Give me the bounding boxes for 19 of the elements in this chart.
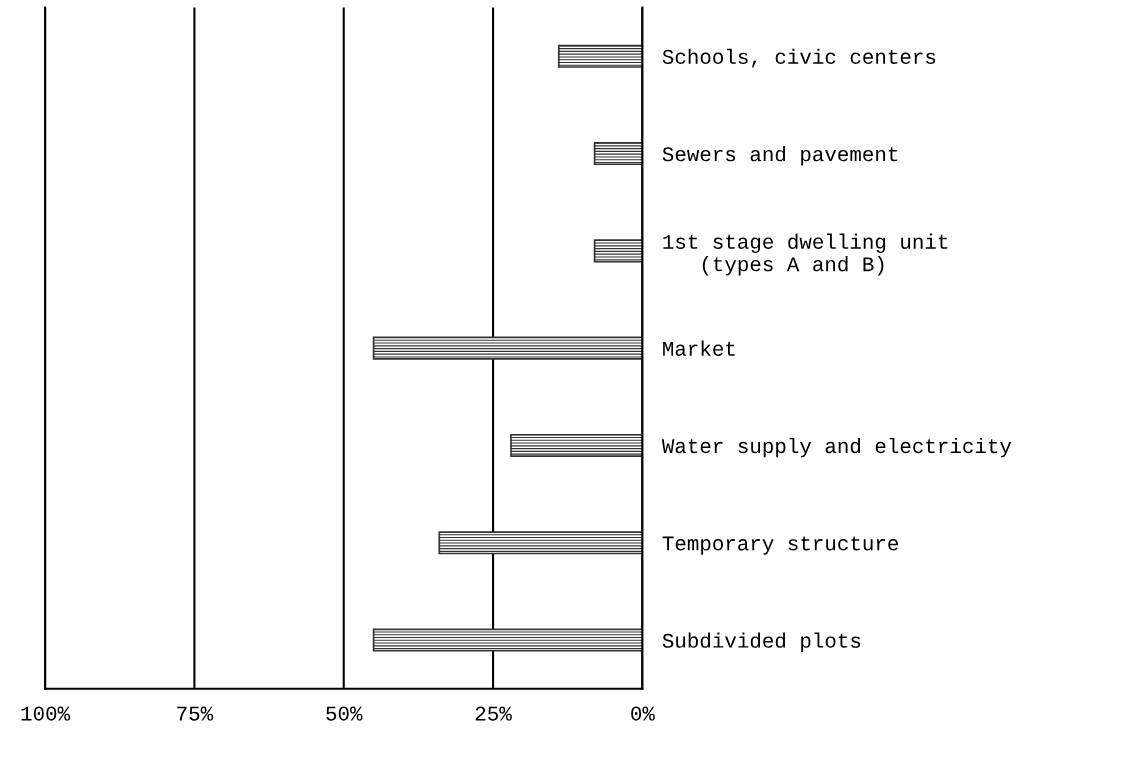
bar: [438, 531, 643, 555]
y-tick-label: Water supply and electricity: [661, 437, 1012, 458]
x-tick-label: 50%: [326, 706, 363, 721]
bar: [557, 44, 643, 68]
bar: [372, 336, 643, 360]
bar: [510, 433, 643, 457]
x-tick-label: 100%: [21, 706, 71, 721]
y-tick-label: Sewers and pavement: [662, 146, 898, 166]
bar: [593, 142, 643, 166]
y-tick-label: Subdivided plots: [662, 632, 861, 652]
x-tick-label: 25%: [475, 706, 512, 721]
y-tick-label: Temporary structure: [662, 536, 898, 555]
y-tick-label: Schools, civic centers: [662, 48, 936, 68]
y-tick-label: 1st stage dwelling unit (types A and B): [663, 233, 948, 276]
bar: [593, 239, 643, 263]
x-tick-label: 75%: [177, 706, 214, 721]
y-tick-label: Market: [663, 340, 735, 356]
bar: [372, 628, 643, 652]
x-tick-label: 0%: [631, 706, 655, 721]
